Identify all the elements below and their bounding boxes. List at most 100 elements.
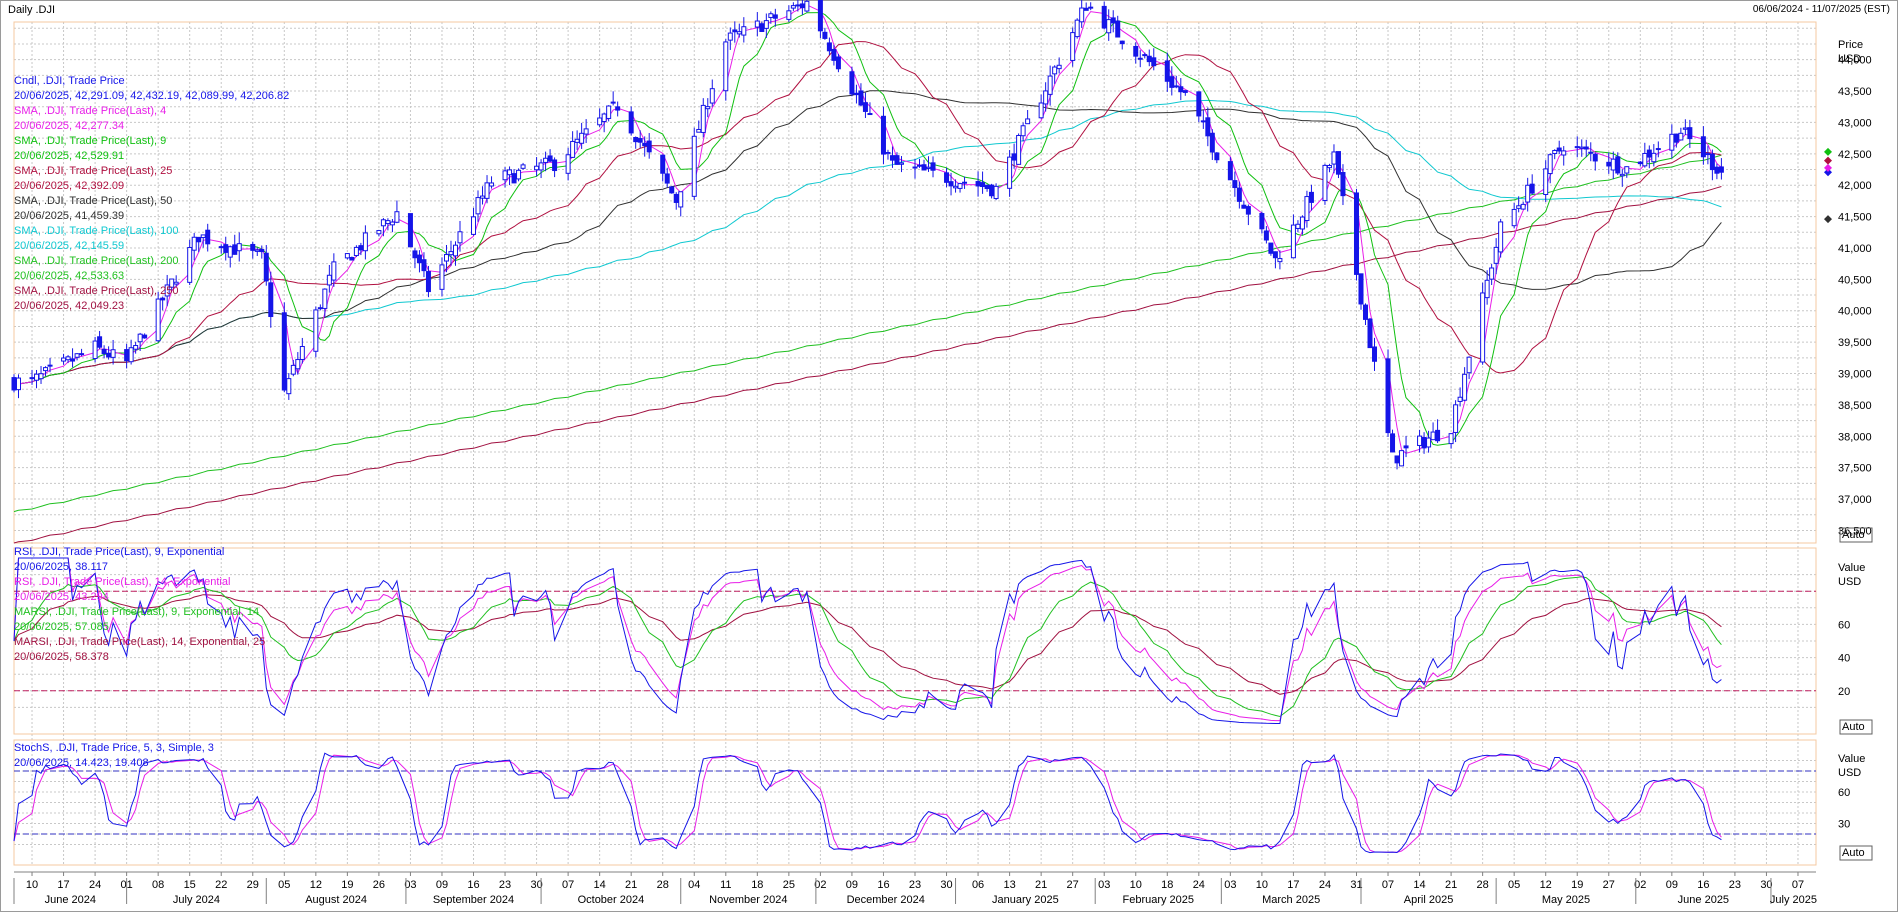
candle-body xyxy=(1142,54,1148,57)
rsi-axis-title: Value xyxy=(1838,562,1865,574)
candle-body xyxy=(1588,151,1594,154)
candle-body xyxy=(268,282,274,318)
candle-body xyxy=(1480,292,1486,363)
candle-body xyxy=(254,249,260,252)
candle-body xyxy=(1529,183,1535,194)
candle-body xyxy=(826,42,832,52)
candle-body xyxy=(421,259,427,272)
legend-entry-title[interactable]: SMA, .DJI, Trade Price(Last), 200 xyxy=(14,255,179,267)
candle-body xyxy=(1561,150,1567,156)
candle-body xyxy=(520,164,526,169)
candle-body xyxy=(128,347,134,363)
legend-entry-title[interactable]: SMA, .DJI, Trade Price(Last), 9 xyxy=(14,135,167,147)
x-day-label: 03 xyxy=(1098,879,1110,891)
candle-body xyxy=(1493,246,1499,264)
candle-body xyxy=(700,104,706,133)
x-month-label: July 2024 xyxy=(173,894,220,906)
candle-body xyxy=(1421,437,1427,449)
stoch-auto-box[interactable] xyxy=(1839,845,1873,861)
rsi-auto-button[interactable]: Auto xyxy=(1842,721,1865,733)
candle-body xyxy=(1101,5,1107,29)
candle-body xyxy=(1543,168,1549,195)
stoch-tick-label: 30 xyxy=(1838,819,1850,831)
candle-body xyxy=(1290,224,1296,259)
candle-body xyxy=(1403,445,1409,449)
x-day-label: 17 xyxy=(1287,879,1299,891)
candle-body xyxy=(660,154,666,174)
candle-body xyxy=(196,236,202,243)
candle-body xyxy=(962,181,968,184)
rsi-tick-label: 60 xyxy=(1838,619,1850,631)
candle-body xyxy=(137,333,143,343)
candle-body xyxy=(1520,203,1526,210)
candle-body xyxy=(867,113,873,116)
candle-body xyxy=(11,377,17,391)
candle-body xyxy=(606,105,612,119)
x-day-label: 24 xyxy=(89,879,101,891)
legend-entry-title[interactable]: SMA, .DJI, Trade Price(Last), 50 xyxy=(14,195,173,207)
candle-body xyxy=(1335,151,1341,175)
stoch-auto-button[interactable]: Auto xyxy=(1842,847,1865,859)
candle-body xyxy=(101,348,107,355)
candle-body xyxy=(313,309,319,352)
candle-body xyxy=(1642,152,1648,167)
x-day-label: 10 xyxy=(26,879,38,891)
rsi-auto-box[interactable] xyxy=(1839,719,1873,735)
candle-body xyxy=(1390,433,1396,453)
candle-body xyxy=(1196,91,1202,117)
candle-body xyxy=(376,230,382,235)
candle-body xyxy=(223,244,229,253)
candle-body xyxy=(1372,346,1378,362)
candle-body xyxy=(1304,196,1310,222)
x-day-label: 17 xyxy=(57,879,69,891)
candle-body xyxy=(930,162,936,171)
candle-body xyxy=(1308,191,1314,203)
legend-entry-title[interactable]: SMA, .DJI, Trade Price(Last), 250 xyxy=(14,285,179,297)
candle-body xyxy=(1669,133,1675,151)
candle-body xyxy=(664,173,670,184)
candle-body xyxy=(1700,136,1706,158)
candle-body xyxy=(511,173,517,184)
legend-entry-title[interactable]: MARSI, .DJI, Trade Price(Last), 9, Expon… xyxy=(14,606,260,618)
candle-body xyxy=(1606,161,1612,167)
price-auto-button[interactable]: Auto xyxy=(1842,529,1865,541)
candle-body xyxy=(741,26,747,36)
candle-body xyxy=(984,184,990,190)
price-tick-label: 40,000 xyxy=(1838,306,1872,318)
x-day-label: 07 xyxy=(562,879,574,891)
candle-body xyxy=(975,181,981,187)
legend-entry-title[interactable]: SMA, .DJI, Trade Price(Last), 100 xyxy=(14,225,179,237)
legend-entry-title[interactable]: RSI, .DJI, Trade Price(Last), 14, Expone… xyxy=(14,576,231,588)
candle-body xyxy=(1583,146,1589,150)
price-auto-box[interactable] xyxy=(1839,527,1873,543)
x-day-label: 12 xyxy=(310,879,322,891)
legend-entry-title[interactable]: SMA, .DJI, Trade Price(Last), 25 xyxy=(14,165,173,177)
candle-body xyxy=(1435,429,1441,442)
x-month-label: March 2025 xyxy=(1262,894,1320,906)
x-day-label: 30 xyxy=(940,879,952,891)
candle-body xyxy=(362,232,368,252)
candle-body xyxy=(565,154,571,174)
x-day-label: 10 xyxy=(1256,879,1268,891)
candle-body xyxy=(1232,180,1238,189)
legend-entry-title[interactable]: SMA, .DJI, Trade Price(Last), 4 xyxy=(14,105,167,117)
legend-entry-title[interactable]: RSI, .DJI, Trade Price(Last), 9, Exponen… xyxy=(14,546,225,558)
rsi-14-line xyxy=(13,557,1722,722)
price-tick-label: 42,500 xyxy=(1838,149,1872,161)
candle-body xyxy=(1106,19,1112,34)
candle-body xyxy=(200,234,206,239)
x-day-label: 23 xyxy=(499,879,511,891)
legend-entry-title[interactable]: MARSI, .DJI, Trade Price(Last), 14, Expo… xyxy=(14,636,266,648)
candle-body xyxy=(516,169,522,180)
candle-body xyxy=(16,377,22,391)
candle-body xyxy=(763,20,769,29)
legend-entry-title[interactable]: Cndl, .DJI, Trade Price xyxy=(14,75,125,87)
candle-body xyxy=(1043,90,1049,105)
candle-body xyxy=(160,297,166,301)
x-day-label: 02 xyxy=(1634,879,1646,891)
candle-body xyxy=(507,169,513,176)
candle-body xyxy=(880,115,886,155)
legend-entry-title[interactable]: StochS, .DJI, Trade Price, 5, 3, Simple,… xyxy=(14,742,214,754)
x-day-label: 19 xyxy=(1571,879,1583,891)
